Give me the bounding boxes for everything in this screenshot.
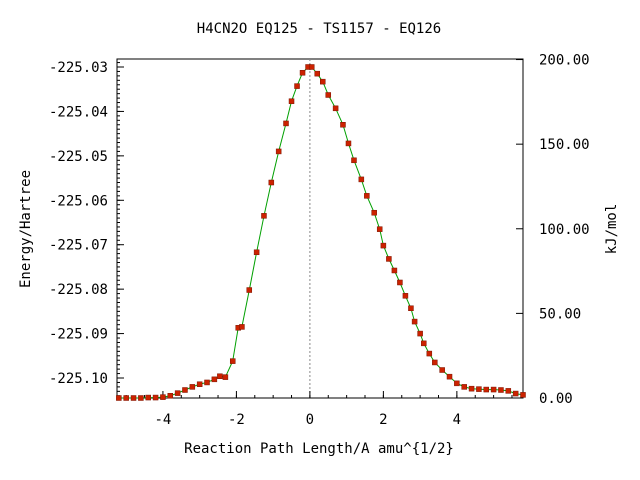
data-point <box>217 373 223 379</box>
x-axis: -4 -2 0 2 4 <box>154 391 461 428</box>
data-point <box>261 213 267 219</box>
data-point <box>483 386 490 393</box>
data-point <box>417 330 423 337</box>
data-point <box>476 386 482 392</box>
data-point <box>426 350 433 357</box>
data-point <box>167 393 174 399</box>
y2-tick-label: 150.00 <box>539 137 590 153</box>
data-point <box>229 358 236 364</box>
data-point <box>239 324 245 330</box>
series-line <box>118 66 524 399</box>
data-point <box>439 367 445 373</box>
data-point <box>253 249 260 256</box>
y-tick-label: -225.04 <box>49 104 108 120</box>
data-point <box>498 387 504 393</box>
data-point <box>391 267 398 274</box>
y2-axis-label: kJ/mol <box>604 204 620 255</box>
data-point <box>130 395 137 401</box>
data-point <box>386 256 392 262</box>
data-point <box>152 394 159 401</box>
data-point <box>268 179 275 186</box>
y2-tick-label: 100.00 <box>539 222 590 238</box>
data-point <box>308 64 315 70</box>
data-point <box>246 287 253 293</box>
y-axis-right: 0.00 50.00 100.00 150.00 200.00 <box>516 53 590 407</box>
data-point <box>116 395 122 401</box>
y2-tick-label: 0.00 <box>539 391 573 407</box>
data-point <box>432 359 438 366</box>
data-point <box>211 376 218 383</box>
data-point <box>340 122 346 128</box>
data-point <box>402 293 409 299</box>
data-point <box>160 394 166 400</box>
x-tick-label: 2 <box>379 412 387 428</box>
data-point <box>182 387 188 393</box>
data-point <box>204 379 210 386</box>
data-point <box>376 226 383 232</box>
data-point <box>320 78 326 85</box>
plot-frame <box>116 58 524 399</box>
y2-tick-label: 200.00 <box>539 53 590 69</box>
data-point <box>351 157 357 164</box>
data-point <box>294 83 300 89</box>
data-point <box>275 148 282 155</box>
x-tick-label: 0 <box>306 412 314 428</box>
data-point <box>299 70 306 76</box>
data-point <box>411 318 418 325</box>
data-point <box>196 381 203 387</box>
data-point <box>380 242 387 249</box>
data-point <box>446 373 453 380</box>
y-tick-label: -225.03 <box>49 60 108 76</box>
y2-tick-label: 50.00 <box>539 306 581 322</box>
x-axis-label: Reaction Path Length/A amu^{1/2} <box>184 441 454 457</box>
data-point <box>512 390 519 397</box>
data-point <box>408 305 414 312</box>
data-point <box>145 394 151 401</box>
data-point <box>138 395 144 401</box>
data-point <box>505 388 512 394</box>
y-tick-label: -225.07 <box>49 238 108 254</box>
data-point <box>332 105 339 112</box>
data-point <box>371 209 377 216</box>
data-point <box>397 279 403 286</box>
y-tick-label: -225.09 <box>49 327 108 343</box>
minor-ticks <box>117 62 513 398</box>
data-point <box>345 140 352 147</box>
x-tick-label: -4 <box>154 412 171 428</box>
data-point <box>520 392 526 398</box>
data-point <box>364 193 370 199</box>
data-point <box>174 390 181 396</box>
data-point <box>490 386 497 393</box>
data-point <box>461 384 467 390</box>
y-tick-label: -225.10 <box>49 371 108 387</box>
data-point <box>123 395 129 401</box>
data-point <box>358 176 365 183</box>
x-tick-label: -2 <box>228 412 245 428</box>
x-tick-label: 4 <box>453 412 461 428</box>
data-point <box>314 70 320 77</box>
chart-title: H4CN2O EQ125 - TS1157 - EQ126 <box>197 21 441 37</box>
y-tick-label: -225.06 <box>49 193 108 209</box>
data-point <box>468 385 475 392</box>
data-markers <box>116 64 526 401</box>
data-point <box>325 92 332 98</box>
y-axis-left: -225.10 -225.09 -225.08 -225.07 -225.06 -225.… <box>49 60 124 387</box>
data-point <box>454 380 460 387</box>
data-point <box>421 340 427 347</box>
data-point <box>189 384 196 390</box>
y-axis-label: Energy/Hartree <box>18 170 34 288</box>
data-point <box>283 120 289 127</box>
data-point <box>288 98 295 104</box>
y-tick-label: -225.05 <box>49 149 108 165</box>
y-tick-label: -225.08 <box>49 282 108 298</box>
data-point <box>222 374 229 380</box>
